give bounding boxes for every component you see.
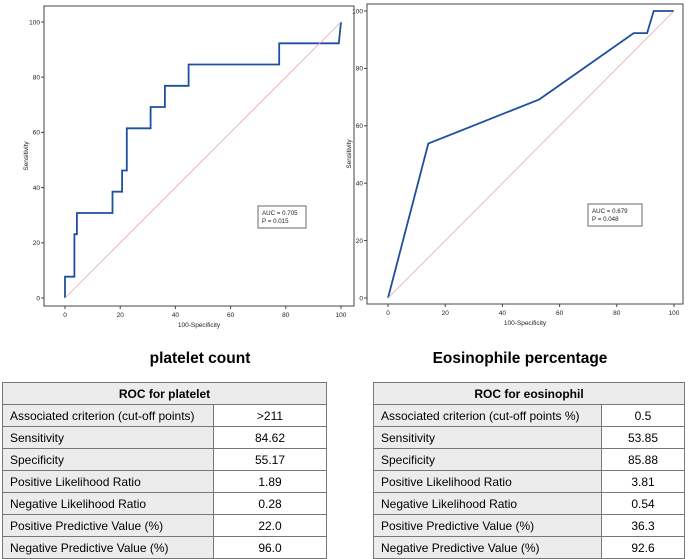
platelet-x-tick-label: 0 (63, 312, 67, 319)
eosinophil-auc-label: AUC = 0.679 (592, 208, 628, 215)
platelet-roc-curve (64, 21, 342, 298)
platelet-y-tick-label: 20 (33, 240, 41, 247)
row-label: Sensitivity (2, 426, 214, 449)
eosinophil-auc-box (587, 203, 643, 227)
table-row: Positive Likelihood Ratio 1.89 (2, 470, 327, 493)
platelet-y-axis-label: Sensitivity (23, 141, 30, 171)
row-value: 53.85 (601, 426, 685, 449)
row-value: 84.62 (213, 426, 327, 449)
row-label: Positive Likelihood Ratio (2, 470, 214, 493)
row-value: 22.0 (213, 514, 327, 537)
row-label: Sensitivity (373, 426, 602, 449)
eosinophil-y-tick-label: 100 (352, 8, 363, 15)
table-header-row: ROC for platelet (2, 382, 327, 405)
row-value: 36.3 (601, 514, 685, 537)
platelet-reference-line (64, 21, 342, 299)
row-label: Negative Predictive Value (%) (373, 536, 602, 559)
platelet-y-tick-label: 60 (33, 130, 41, 137)
platelet-x-tick-label: 40 (172, 312, 180, 319)
table-header-row: ROC for eosinophil (373, 382, 685, 405)
caption-eosinophile-percentage: Eosinophile percentage (432, 350, 608, 367)
eosinophil-y-tick-label: 20 (356, 238, 364, 245)
eosinophil-y-tick-label: 40 (356, 181, 364, 188)
row-label: Specificity (2, 448, 214, 471)
eosinophil-p-label: P = 0.048 (592, 216, 619, 223)
eosinophil-x-tick-label: 100 (669, 310, 680, 317)
table-row: Positive Likelihood Ratio 3.81 (373, 470, 685, 493)
row-label: Positive Predictive Value (%) (2, 514, 214, 537)
table-title: ROC for platelet (2, 382, 327, 405)
row-value: 0.28 (213, 492, 327, 515)
row-value: 55.17 (213, 448, 327, 471)
row-label: Negative Likelihood Ratio (2, 492, 214, 515)
roc-plots: 0 20 40 60 80 100 0 20 40 60 80 100 100-Specificity S… (23, 3, 684, 329)
row-label: Negative Predictive Value (%) (2, 536, 214, 559)
table-row: Associated criterion (cut-off points) >21… (2, 404, 327, 427)
row-label: Positive Predictive Value (%) (373, 514, 602, 537)
table-row: Negative Likelihood Ratio 0.28 (2, 492, 327, 515)
eosinophil-roc-curve (387, 10, 674, 299)
row-value: 92.6 (601, 536, 685, 559)
row-value: 3.81 (601, 470, 685, 493)
eosinophil-x-tick-label: 60 (556, 310, 564, 317)
eosinophil-y-axis-label: Sensitivity (346, 139, 353, 169)
row-value: 96.0 (213, 536, 327, 559)
table-row: Associated criterion (cut-off points %) 0… (373, 404, 685, 427)
row-label: Positive Likelihood Ratio (373, 470, 602, 493)
platelet-x-tick-label: 60 (227, 312, 235, 319)
platelet-auc-box (257, 205, 307, 229)
caption-platelet-count: platelet count (149, 350, 251, 367)
table-row: Sensitivity 84.62 (2, 426, 327, 449)
table-row: Specificity 55.17 (2, 448, 327, 471)
table-row: Positive Predictive Value (%) 22.0 (2, 514, 327, 537)
eosinophil-x-tick-label: 40 (499, 310, 507, 317)
table-row: Specificity 85.88 (373, 448, 685, 471)
platelet-x-axis-label: 100-Specificity (178, 322, 221, 329)
row-value: 0.54 (601, 492, 685, 515)
platelet-plot-frame (43, 5, 355, 307)
platelet-y-tick-label: 0 (36, 295, 40, 302)
eosinophil-plot-frame (366, 3, 684, 305)
eosinophil-x-tick-label: 20 (442, 310, 450, 317)
platelet-p-label: P = 0.015 (262, 218, 289, 225)
row-value: >211 (213, 404, 327, 427)
eosinophil-y-tick-label: 80 (356, 66, 364, 73)
platelet-y-tick-label: 100 (29, 19, 40, 26)
row-label: Specificity (373, 448, 602, 471)
platelet-y-tick-label: 40 (33, 185, 41, 192)
table-row: Positive Predictive Value (%) 36.3 (373, 514, 685, 537)
eosinophil-x-axis-label: 100-Specificity (504, 320, 547, 327)
roc-table-platelet: ROC for platelet Associated criterion (c… (2, 382, 327, 559)
roc-table-eosinophil: ROC for eosinophil Associated criterion … (373, 382, 685, 559)
table-row: Negative Predictive Value (%) 92.6 (373, 536, 685, 559)
table-row: Negative Predictive Value (%) 96.0 (2, 536, 327, 559)
table-row: Sensitivity 53.85 (373, 426, 685, 449)
row-label: Negative Likelihood Ratio (373, 492, 602, 515)
eosinophil-y-tick-label: 0 (359, 295, 363, 302)
eosinophil-y-tick-label: 60 (356, 123, 364, 130)
platelet-x-tick-label: 20 (117, 312, 125, 319)
row-value: 85.88 (601, 448, 685, 471)
platelet-auc-label: AUC = 0.705 (262, 210, 298, 217)
table-row: Negative Likelihood Ratio 0.54 (373, 492, 685, 515)
eosinophil-x-tick-label: 80 (613, 310, 621, 317)
row-label: Associated criterion (cut-off points %) (373, 404, 602, 427)
platelet-x-tick-label: 80 (282, 312, 290, 319)
row-value: 0.5 (601, 404, 685, 427)
platelet-y-tick-label: 80 (33, 75, 41, 82)
eosinophil-x-tick-label: 0 (386, 310, 390, 317)
row-value: 1.89 (213, 470, 327, 493)
eosinophil-reference-line (387, 10, 675, 299)
platelet-x-tick-label: 100 (336, 312, 347, 319)
row-label: Associated criterion (cut-off points) (2, 404, 214, 427)
table-title: ROC for eosinophil (373, 382, 685, 405)
